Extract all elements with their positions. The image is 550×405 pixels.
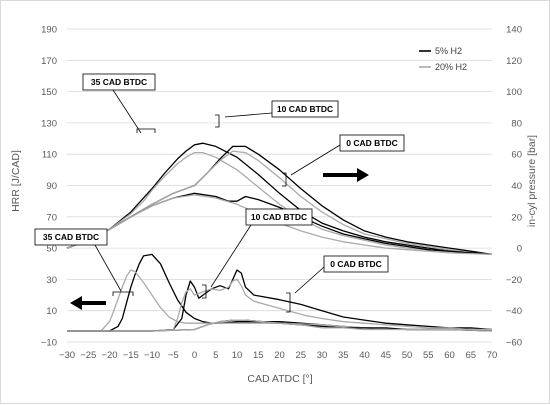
- y-left-tick-label: 30: [46, 275, 57, 286]
- x-tick-label: 50: [402, 350, 413, 361]
- annotation-label: 35 CAD BTDC: [43, 232, 99, 242]
- series-line-20pct-h2-11: [67, 319, 492, 332]
- y-right-tick-label: 40: [511, 181, 522, 192]
- y-left-tick-label: 130: [41, 118, 57, 129]
- series-line-20pct-h2-9: [67, 278, 492, 332]
- x-tick-label: 60: [444, 350, 455, 361]
- x-tick-label: −15: [123, 350, 139, 361]
- x-tick-label: 45: [380, 350, 391, 361]
- annotation-label: 35 CAD BTDC: [91, 77, 147, 87]
- series-line-5pct-h2-2: [66, 145, 493, 256]
- annotation-callout-2: 10 CAD BTDC: [215, 100, 339, 128]
- x-tick-label: 65: [465, 350, 476, 361]
- series-line-20pct-h2-7: [67, 269, 493, 332]
- series-line-5pct-h2-0: [66, 142, 493, 256]
- x-tick-label: 30: [317, 350, 328, 361]
- annotation-callout-1: 35 CAD BTDC: [82, 73, 156, 134]
- y-axis-right-title: in-cyl pressure [bar]: [526, 135, 538, 227]
- y-right-tick-label: 20: [511, 212, 522, 223]
- y-left-tick-label: 170: [41, 56, 57, 67]
- y-left-tick-label: 150: [41, 87, 57, 98]
- annotation-label: 0 CAD BTDC: [346, 138, 397, 148]
- x-tick-label: 25: [295, 350, 306, 361]
- annotation-bracket: [282, 172, 287, 187]
- x-tick-label: −30: [59, 350, 75, 361]
- x-tick-label: 5: [213, 350, 218, 361]
- x-tick-label: 40: [359, 350, 370, 361]
- y-left-tick-label: −10: [41, 338, 57, 349]
- right-axis-arrow-icon: [323, 168, 369, 182]
- annotation-label: 10 CAD BTDC: [277, 104, 333, 114]
- x-tick-label: −25: [80, 350, 96, 361]
- annotation-bracket: [136, 128, 156, 133]
- axis-arrows: [70, 168, 369, 310]
- y-right-tick-label: 120: [506, 56, 522, 67]
- annotation-leader-line: [290, 144, 341, 176]
- x-tick-label: 20: [274, 350, 285, 361]
- x-tick-label: 15: [253, 350, 264, 361]
- series-line-20pct-h2-1: [66, 151, 493, 256]
- y-left-tick-label: 70: [46, 212, 57, 223]
- y-axis-left-title: HRR [J/CAD]: [10, 150, 22, 212]
- annotation-box: [34, 228, 108, 246]
- legend-label-5pct-h2: 5% H2: [435, 46, 462, 56]
- legend-label-20pct-h2: 20% H2: [435, 62, 467, 72]
- annotation-callout-4: 35 CAD BTDC: [34, 228, 134, 296]
- x-tick-label: −20: [101, 350, 117, 361]
- y-right-tick-label: 100: [506, 87, 522, 98]
- y-left-tick-label: 90: [46, 181, 57, 192]
- annotations: 35 CAD BTDC 10 CAD BTDC 0 CAD BTDC 35 CAD B…: [34, 73, 405, 313]
- annotation-leader-line: [210, 224, 252, 288]
- y-right-tick-label: −20: [506, 275, 522, 286]
- left-axis-arrow-icon: [70, 296, 106, 310]
- annotation-callout-3: 0 CAD BTDC: [282, 134, 405, 187]
- y-right-tick-label: 60: [511, 150, 522, 161]
- annotation-callout-5: 10 CAD BTDC: [202, 208, 313, 299]
- annotation-bracket: [286, 292, 291, 313]
- annotation-box: [339, 134, 405, 152]
- legend: 5% H2 20% H2: [419, 46, 467, 72]
- annotation-leader-line: [112, 89, 142, 134]
- y-left-tick-label: 50: [46, 244, 57, 255]
- y-right-tick-label: −60: [506, 338, 522, 349]
- y-right-tick-label: −40: [506, 306, 522, 317]
- x-tick-label: 10: [232, 350, 243, 361]
- y-right-tick-label: 80: [511, 118, 522, 129]
- annotation-box: [82, 73, 156, 91]
- series-lines: [66, 142, 493, 332]
- annotation-bracket: [112, 291, 134, 296]
- x-tick-label: 0: [192, 350, 197, 361]
- y-left-tick-label: 10: [46, 306, 57, 317]
- annotation-label: 10 CAD BTDC: [251, 212, 307, 222]
- x-tick-label: −10: [144, 350, 160, 361]
- x-axis-title: CAD ATDC [°]: [247, 373, 312, 385]
- annotation-leader-line: [294, 266, 325, 294]
- annotation-bracket: [215, 114, 220, 128]
- annotation-box: [245, 208, 313, 226]
- y-right-tick-label: 140: [506, 25, 522, 36]
- annotation-leader-line: [94, 244, 122, 292]
- y-right-tick-label: 0: [517, 244, 522, 255]
- series-line-20pct-h2-3: [66, 150, 493, 256]
- annotation-label: 0 CAD BTDC: [330, 259, 381, 269]
- x-tick-label: −5: [168, 350, 179, 361]
- x-tick-label: 35: [338, 350, 349, 361]
- annotation-leader-line: [224, 112, 273, 118]
- y-left-tick-label: 190: [41, 25, 57, 36]
- annotation-box: [323, 255, 389, 273]
- series-line-5pct-h2-6: [67, 253, 493, 332]
- x-tick-label: 70: [487, 350, 498, 361]
- y-left-tick-label: 110: [42, 150, 57, 161]
- series-line-5pct-h2-8: [67, 269, 493, 332]
- annotation-box: [271, 100, 339, 118]
- annotation-bracket: [202, 284, 207, 299]
- x-tick-label: 55: [423, 350, 434, 361]
- annotation-callout-6: 0 CAD BTDC: [286, 255, 389, 313]
- tick-labels: −101030507090110130150170190−60−40−20020…: [41, 25, 522, 362]
